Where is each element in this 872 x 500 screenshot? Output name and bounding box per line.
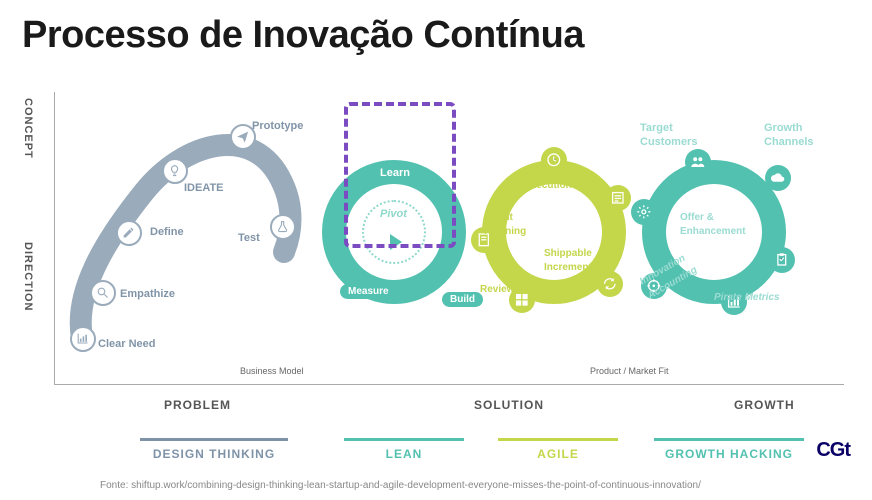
sublabel-pmf: Product / Market Fit — [590, 366, 669, 376]
legend-bar-2 — [498, 438, 618, 441]
y-axis: CONCEPT DIRECTION — [20, 92, 40, 352]
dt-node-clear-need — [70, 326, 96, 352]
legend-3: GROWTH HACKING — [654, 434, 804, 464]
legend-0: DESIGN THINKING — [140, 434, 288, 464]
dt-node-test — [270, 214, 296, 240]
y-axis-concept: CONCEPT — [22, 98, 34, 159]
x-label-problem: PROBLEM — [164, 398, 231, 412]
legend-text-1: LEAN — [344, 447, 464, 461]
y-axis-direction: DIRECTION — [22, 242, 34, 312]
agile-label-1: Sprint — [484, 212, 513, 223]
dt-label-empathize: Empathize — [120, 288, 175, 300]
growth-outer-label-3: Channels — [764, 136, 814, 148]
legend-bar-1 — [344, 438, 464, 441]
dt-node-define — [116, 220, 142, 246]
dt-node-empathize — [90, 280, 116, 306]
legend-text-2: AGILE — [498, 447, 618, 461]
agile-label-2: Planning — [484, 226, 526, 237]
logo-cgt: CGt — [816, 439, 850, 462]
legend-bar-3 — [654, 438, 804, 441]
x-label-solution: SOLUTION — [474, 398, 544, 412]
sublabel-business-model: Business Model — [240, 366, 304, 376]
dt-label-ideate: IDEATE — [184, 182, 224, 194]
growth-inner-label-0: Offer & — [680, 212, 714, 223]
legend-1: LEAN — [344, 434, 464, 464]
agile-node-clock — [541, 147, 567, 173]
lean-node-measure: Measure — [340, 284, 397, 299]
dt-label-test: Test — [238, 232, 260, 244]
diagram-area: CONCEPT DIRECTION Clear NeedEmpathizeDef… — [54, 92, 844, 402]
growth-outer-label-1: Customers — [640, 136, 697, 148]
growth-inner-label-4: Pirate Metrics — [714, 292, 780, 303]
growth-node-gears — [631, 199, 657, 225]
axis-horizontal — [54, 384, 844, 385]
growth-outer-label-0: Target — [640, 122, 673, 134]
legend-2: AGILE — [498, 434, 618, 464]
x-label-growth: GROWTH — [734, 398, 795, 412]
agile-label-0: Execution — [524, 180, 572, 191]
dt-label-prototype: Prototype — [252, 120, 303, 132]
legend-text-0: DESIGN THINKING — [140, 447, 288, 461]
legend-text-3: GROWTH HACKING — [654, 447, 804, 461]
growth-node-clip — [769, 247, 795, 273]
agile-node-list — [605, 185, 631, 211]
source-citation: Fonte: shiftup.work/combining-design-thi… — [100, 480, 701, 491]
lean-node-build: Build — [442, 292, 483, 307]
highlight-box — [344, 102, 456, 248]
agile-node-refresh — [597, 271, 623, 297]
legend-bar-0 — [140, 438, 288, 441]
dt-label-define: Define — [150, 226, 184, 238]
growth-node-cloud — [765, 165, 791, 191]
agile-label-3: Shippable — [544, 248, 592, 259]
growth-inner-label-1: Enhancement — [680, 226, 746, 237]
page-title: Processo de Inovação Contínua — [22, 14, 584, 57]
dt-node-ideate — [162, 158, 188, 184]
dt-label-clear-need: Clear Need — [98, 338, 155, 350]
growth-node-people — [685, 149, 711, 175]
agile-label-4: Increment — [544, 262, 592, 273]
growth-outer-label-2: Growth — [764, 122, 803, 134]
agile-label-5: Review — [480, 284, 514, 295]
